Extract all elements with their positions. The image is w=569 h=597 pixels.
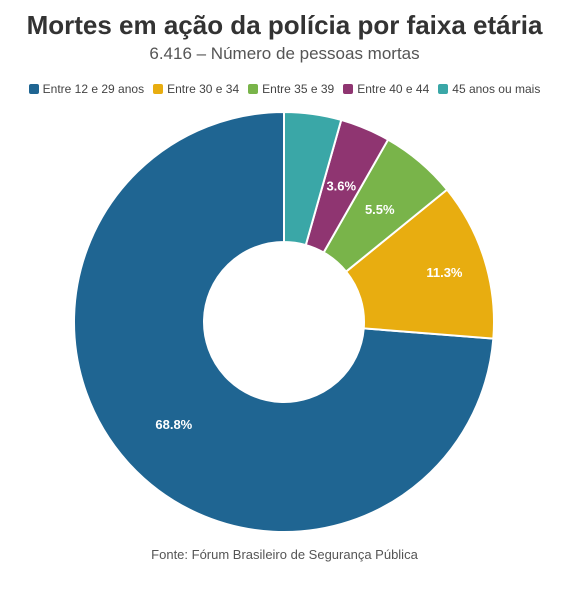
- legend-swatch: [343, 84, 354, 94]
- legend-label: Entre 12 e 29 anos: [42, 82, 145, 96]
- donut-slice[interactable]: [73, 110, 495, 533]
- chart-legend: Entre 12 e 29 anos Entre 30 e 34 Entre 3…: [0, 82, 569, 96]
- slice-label: 3.6%: [326, 179, 356, 194]
- legend-label: Entre 30 e 34: [167, 82, 240, 96]
- legend-swatch: [28, 84, 39, 94]
- slice-label: 11.3%: [426, 265, 463, 280]
- legend-label: Entre 35 e 39: [262, 82, 335, 96]
- slice-label: 68.8%: [155, 417, 192, 432]
- legend-item[interactable]: 45 anos ou mais: [438, 82, 540, 96]
- slice-label: 5.5%: [365, 202, 395, 217]
- donut-slice[interactable]: [344, 188, 495, 340]
- legend-item[interactable]: Entre 35 e 39: [248, 82, 334, 96]
- legend-item[interactable]: Entre 12 e 29 anos: [28, 82, 145, 96]
- legend-item[interactable]: Entre 40 e 44: [343, 82, 429, 96]
- donut-slice[interactable]: [283, 110, 343, 247]
- chart-source: Fonte: Fórum Brasileiro de Segurança Púb…: [151, 547, 418, 562]
- legend-label: 45 anos ou mais: [452, 82, 541, 96]
- legend-label: Entre 40 e 44: [357, 82, 430, 96]
- legend-swatch: [153, 84, 164, 94]
- chart-subtitle: 6.416 – Número de pessoas mortas: [149, 44, 420, 63]
- legend-swatch: [248, 84, 259, 94]
- legend-swatch: [438, 84, 449, 94]
- chart-title: Mortes em ação da polícia por faixa etár…: [26, 10, 543, 40]
- legend-item[interactable]: Entre 30 e 34: [153, 82, 239, 96]
